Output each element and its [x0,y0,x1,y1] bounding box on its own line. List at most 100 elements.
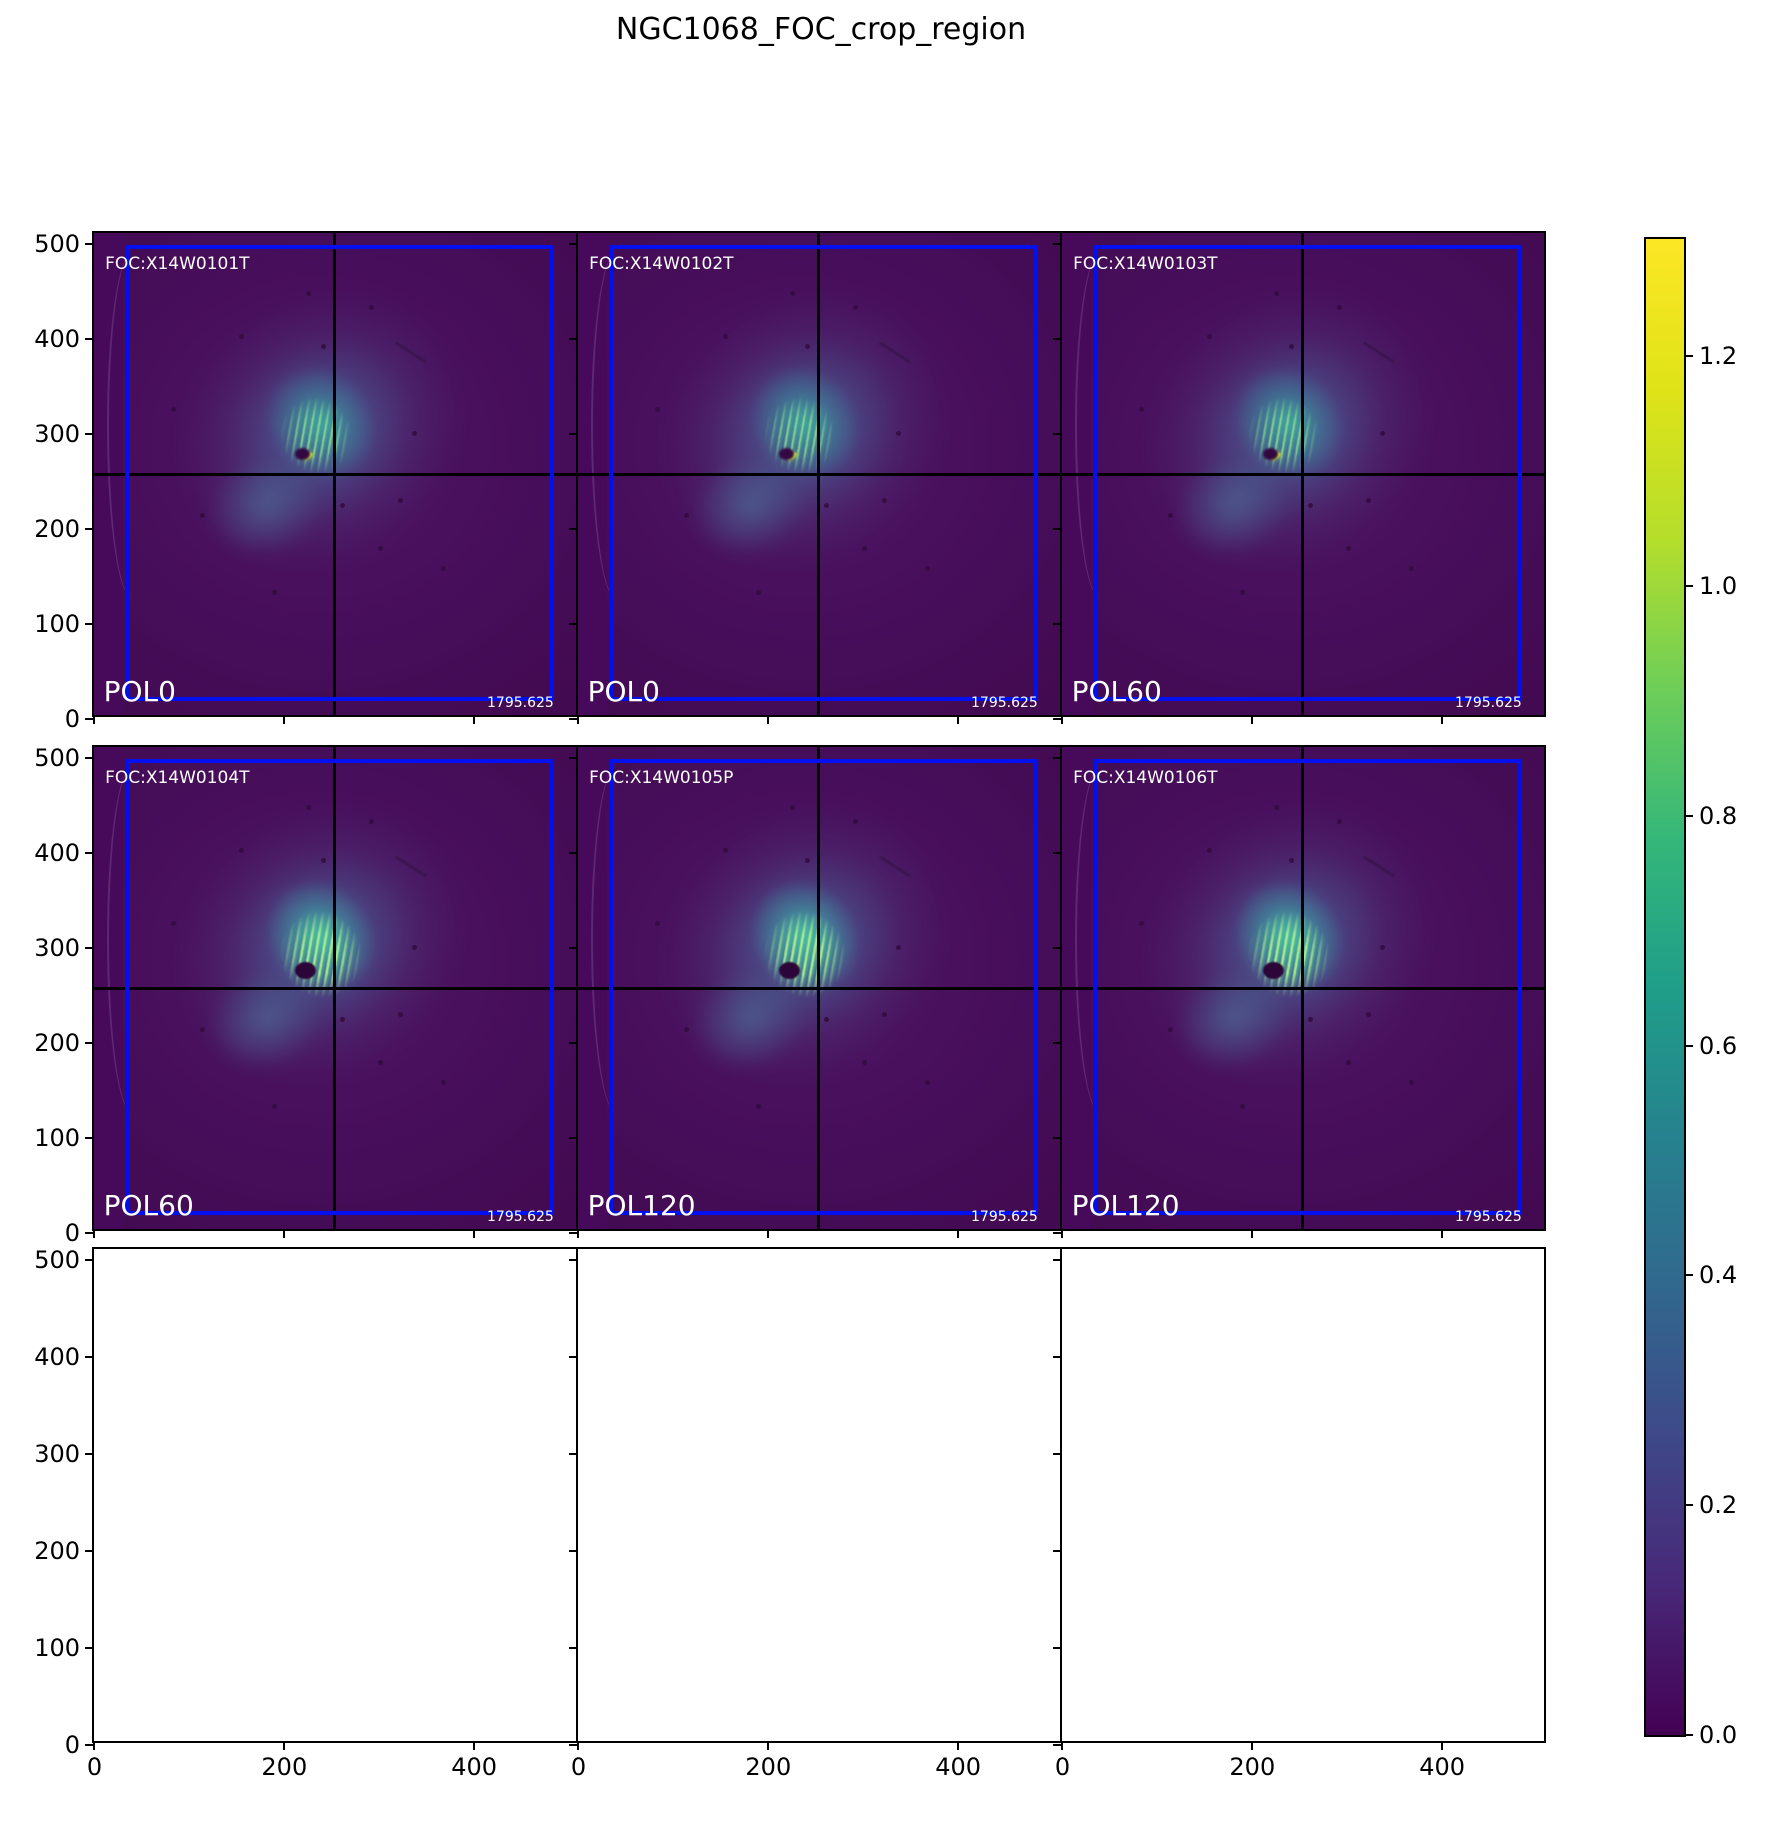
galaxy-image: FOC:X14W0106T POL120 1795.625 [1062,747,1544,1229]
y-tick-label: 100 [34,609,80,638]
y-tick-mark [85,1136,94,1139]
y-tick-label: 200 [34,1536,80,1565]
exposure-value-label: 1795.625 [1455,694,1522,711]
y-tick-mark [1053,1041,1062,1044]
x-tick-mark [1441,1229,1444,1238]
y-tick-mark [1053,337,1062,340]
y-tick-mark [569,432,578,435]
x-tick-mark [1441,1741,1444,1750]
x-tick-mark [1251,1229,1254,1238]
panel-r2c0: 500 400 300 200 100 0 0 200 400 [34,1246,578,1781]
x-tick-mark [1061,715,1064,724]
y-tick-mark [569,717,578,720]
bad-pixel-dot [320,343,326,349]
bad-pixel-dot [1365,498,1371,504]
bad-pixel-dot [722,334,728,340]
bad-pixel-dot [1380,430,1386,436]
crosshair-horizontal [1062,472,1544,476]
foc-id-label: FOC:X14W0102T [589,253,734,274]
bad-pixel-dot [1274,804,1280,810]
x-tick-label: 0 [86,1753,103,1781]
x-tick-label: 200 [261,1753,308,1781]
panel-r2c2: 0 200 400 [1053,1247,1546,1781]
bad-pixel-dot [1168,512,1174,518]
nucleus-dark-dot [1262,961,1284,979]
exposure-value-label: 1795.625 [487,1208,554,1225]
bad-pixel-dot [1409,565,1415,571]
x-tick-mark [283,1229,286,1238]
crosshair-horizontal [94,472,576,476]
y-tick-mark [1053,1136,1062,1139]
bad-pixel-dot [823,502,829,508]
y-tick-mark [85,1231,94,1234]
x-tick-mark [767,1741,770,1750]
colorbar-tick-label: 0.6 [1699,1031,1738,1060]
bad-pixel-dot [862,1060,868,1066]
y-tick-mark [1053,1259,1062,1262]
x-tick-mark [473,715,476,724]
roi-box-blue [124,244,554,701]
bad-pixel-dot [684,1026,690,1032]
crosshair-horizontal [94,986,576,990]
colorbar-tick-mark [1684,1504,1693,1507]
bad-pixel-dot [412,944,418,950]
x-tick-mark [283,715,286,724]
y-tick-mark [1053,622,1062,625]
y-tick-mark [85,1452,94,1455]
bad-pixel-dot [200,512,206,518]
bad-pixel-dot [272,589,278,595]
y-tick-label: 100 [34,1123,80,1152]
bad-pixel-dot [306,290,312,296]
x-tick-mark [283,1741,286,1750]
colorbar-tick-label: 1.2 [1699,342,1738,371]
bad-pixel-dot [1336,819,1342,825]
bad-pixel-dot [1240,589,1246,595]
x-tick-mark [93,1229,96,1238]
y-tick-mark [569,1136,578,1139]
y-tick-mark [85,432,94,435]
colorbar-tick-mark [1684,1044,1693,1047]
polarizer-label: POL120 [1071,1189,1180,1223]
polarizer-label: POL60 [103,1189,194,1223]
bad-pixel-dot [200,1026,206,1032]
y-tick-mark [85,337,94,340]
y-tick-label: 500 [34,229,80,258]
roi-box-blue [1092,758,1522,1215]
x-tick-label: 400 [1419,1753,1466,1781]
y-tick-mark [1053,1646,1062,1649]
exposure-value-label: 1795.625 [1455,1208,1522,1225]
bad-pixel-dot [441,1079,447,1085]
panel-r0c1: FOC:X14W0102T POL0 1795.625 [569,231,1062,724]
bad-pixel-dot [925,1079,931,1085]
bad-pixel-dot [272,1103,278,1109]
bad-pixel-dot [1346,1060,1352,1066]
y-tick-label: 300 [34,933,80,962]
x-tick-label: 400 [935,1753,982,1781]
x-tick-mark [577,1741,580,1750]
bad-pixel-dot [790,804,796,810]
y-tick-mark [85,1259,94,1262]
roi-box-blue [608,244,1038,701]
y-tick-mark [1053,1549,1062,1552]
y-tick-mark [1053,432,1062,435]
y-tick-mark [569,1259,578,1262]
polarizer-label: POL0 [587,675,660,709]
bad-pixel-dot [397,1012,403,1018]
bad-pixel-dot [1307,1016,1313,1022]
y-tick-mark [85,1356,94,1359]
bad-pixel-dot [1365,1012,1371,1018]
x-tick-mark [957,715,960,724]
roi-box-blue [124,758,554,1215]
colorbar-tick-mark [1684,355,1693,358]
exposure-value-label: 1795.625 [487,694,554,711]
bad-pixel-dot [378,1060,384,1066]
polarizer-label: POL60 [1071,675,1162,709]
foc-id-label: FOC:X14W0104T [105,767,250,788]
detector-edge-arc [1075,252,1103,600]
x-tick-mark [577,1229,580,1238]
y-tick-mark [569,756,578,759]
y-tick-label: 400 [34,838,80,867]
bad-pixel-dot [339,1016,345,1022]
bad-pixel-dot [722,848,728,854]
